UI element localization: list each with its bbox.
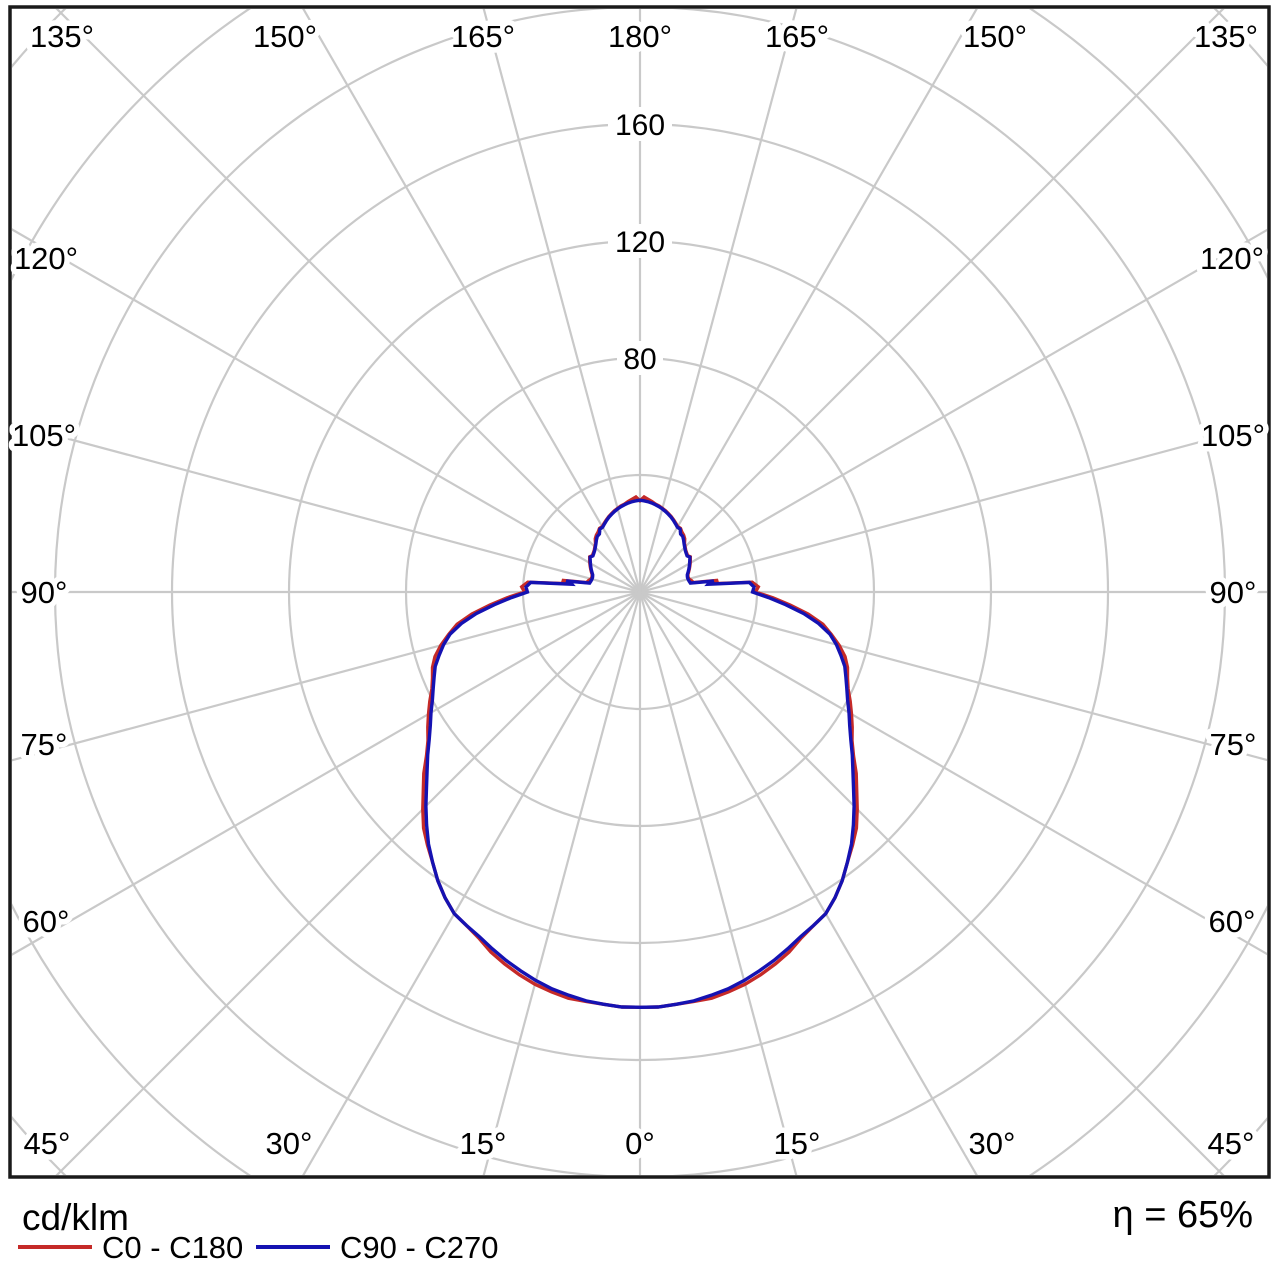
grid-spoke bbox=[639, 9, 978, 593]
grid-spoke bbox=[639, 422, 1267, 594]
angle-tick-label: 120° bbox=[14, 241, 78, 276]
angle-tick-label: 15° bbox=[774, 1126, 821, 1161]
grid-spoke bbox=[639, 591, 1267, 956]
angle-tick-label: 60° bbox=[23, 904, 70, 939]
angle-tick-label: 120° bbox=[1200, 241, 1264, 276]
grid-spoke bbox=[12, 591, 641, 956]
angle-tick-label: 105° bbox=[12, 418, 76, 453]
angle-tick-label: 0° bbox=[625, 1126, 655, 1161]
angle-tick-label: 60° bbox=[1209, 904, 1256, 939]
legend-label-c90-c270: C90 - C270 bbox=[340, 1230, 499, 1265]
angle-tick-label: 180° bbox=[608, 19, 672, 54]
angle-tick-label: 150° bbox=[253, 19, 317, 54]
grid-spoke bbox=[638, 9, 798, 593]
efficiency-label: η = 65% bbox=[1113, 1194, 1254, 1236]
grid-spoke bbox=[55, 591, 641, 1175]
grid-spoke bbox=[639, 228, 1267, 593]
grid-spoke bbox=[302, 9, 641, 593]
angle-tick-label: 135° bbox=[1194, 19, 1258, 54]
grid-spoke bbox=[55, 9, 641, 593]
legend-label-c0-c180: C0 - C180 bbox=[102, 1230, 243, 1265]
grid-spoke bbox=[639, 9, 1225, 593]
radial-tick-chip bbox=[617, 341, 663, 375]
grid-spoke bbox=[482, 591, 642, 1175]
angle-tick-label: 90° bbox=[1210, 575, 1257, 610]
grid-spoke bbox=[12, 590, 641, 762]
angle-tick-label: 105° bbox=[1201, 418, 1265, 453]
angle-tick-label: 150° bbox=[963, 19, 1027, 54]
radial-tick-label: 80 bbox=[623, 343, 656, 376]
radial-tick-label: 120 bbox=[615, 226, 665, 259]
angle-tick-label: 90° bbox=[21, 575, 68, 610]
curve-c90-c270 bbox=[424, 498, 856, 1010]
angle-tick-label: 165° bbox=[451, 19, 515, 54]
angle-tick-label: 30° bbox=[266, 1126, 313, 1161]
grid-spoke bbox=[302, 591, 641, 1175]
angle-tick-label: 135° bbox=[30, 19, 94, 54]
grid-spoke bbox=[12, 228, 641, 593]
angle-tick-label: 45° bbox=[24, 1126, 71, 1161]
angle-tick-label: 165° bbox=[765, 19, 829, 54]
grid-spoke bbox=[12, 422, 641, 594]
angle-tick-label: 15° bbox=[460, 1126, 507, 1161]
radial-tick-chip bbox=[608, 107, 672, 141]
grid-spoke bbox=[638, 591, 798, 1175]
legend: C0 - C180 C90 - C270 bbox=[18, 1230, 499, 1265]
grid-spoke bbox=[639, 590, 1267, 762]
grid-spoke bbox=[639, 591, 1225, 1175]
radial-axis-labels: 80 120 160 bbox=[608, 107, 672, 376]
angle-tick-label: 30° bbox=[969, 1126, 1016, 1161]
angle-tick-label: 75° bbox=[21, 727, 68, 762]
units-label: cd/klm bbox=[22, 1197, 129, 1238]
angle-axis-labels: 180° 165° 165° 150° 150° 135° 135° 120° 120° 105°… bbox=[6, 14, 1270, 1167]
intensity-curves bbox=[421, 494, 859, 1010]
grid-spoke bbox=[639, 591, 978, 1175]
radial-tick-chip bbox=[608, 224, 672, 258]
angle-tick-label: 75° bbox=[1210, 727, 1257, 762]
radial-tick-label: 160 bbox=[615, 109, 665, 142]
grid-spoke bbox=[482, 9, 642, 593]
angle-tick-label: 45° bbox=[1208, 1126, 1255, 1161]
